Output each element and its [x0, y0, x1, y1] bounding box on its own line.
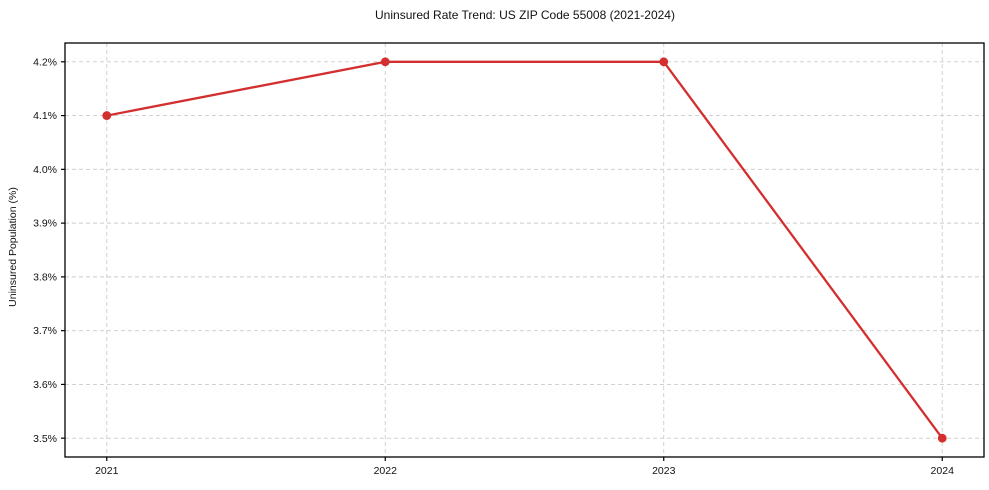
data-point: [102, 111, 112, 120]
y-tick-label: 3.7%: [33, 325, 57, 337]
data-point: [380, 57, 390, 67]
y-tick-label: 4.1%: [33, 110, 57, 122]
x-tick-label: 2021: [95, 465, 119, 477]
chart-title: Uninsured Rate Trend: US ZIP Code 55008 …: [375, 8, 675, 22]
plot-border: [64, 42, 985, 458]
y-tick-label: 3.8%: [33, 271, 57, 283]
x-tick-label: 2023: [652, 465, 676, 477]
y-tick-label: 3.9%: [33, 218, 57, 230]
y-tick-label: 3.6%: [33, 379, 57, 391]
y-tick-label: 3.5%: [33, 433, 57, 445]
y-tick-label: 4.2%: [33, 56, 57, 68]
data-point: [659, 57, 669, 67]
data-point: [937, 433, 947, 443]
x-tick-label: 2024: [931, 465, 955, 477]
y-tick-label: 4.0%: [33, 164, 57, 176]
x-tick-label: 2022: [374, 465, 398, 477]
trend-line: [105, 60, 944, 440]
